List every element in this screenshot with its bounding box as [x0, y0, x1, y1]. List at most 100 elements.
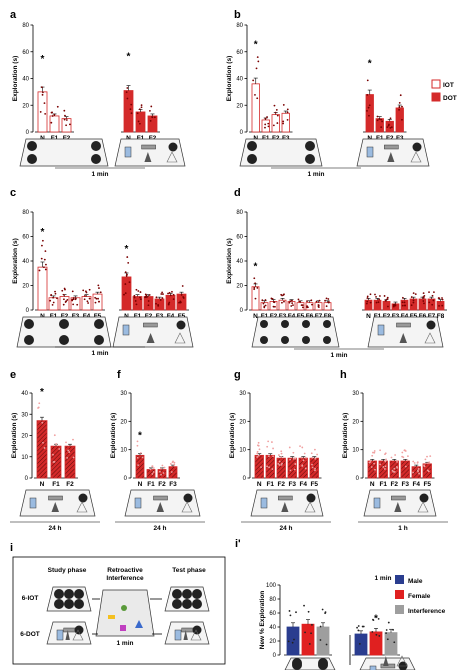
bar [364, 299, 373, 311]
y-tick-label: 10 [239, 448, 246, 454]
data-point [130, 103, 133, 106]
x-tick-label: F1 [147, 481, 155, 488]
data-point [378, 118, 381, 120]
bar [382, 301, 391, 311]
data-point [413, 462, 416, 464]
data-point [374, 293, 376, 296]
object-circle-icon [54, 599, 64, 609]
x-tick-label: F3 [169, 481, 177, 488]
data-point [301, 306, 304, 309]
data-point [426, 462, 429, 465]
data-point [358, 643, 361, 645]
cup-icon [48, 495, 63, 501]
data-point [310, 452, 313, 455]
data-point [170, 471, 173, 473]
y-tick-label: 20 [236, 103, 243, 109]
data-point [418, 472, 420, 475]
arena-schematic [112, 316, 194, 348]
data-point [297, 298, 300, 301]
data-point [152, 467, 155, 469]
data-point [144, 293, 147, 296]
data-point [384, 299, 387, 302]
object-circle-icon [121, 605, 127, 611]
data-point [135, 288, 138, 291]
bar [59, 296, 70, 311]
data-point [53, 113, 56, 116]
bar [36, 420, 48, 479]
data-point [84, 290, 87, 293]
data-point [383, 295, 386, 297]
x-tick-label: N [366, 313, 371, 320]
data-point [437, 297, 440, 299]
data-point [291, 641, 294, 644]
data-point [267, 122, 270, 125]
x-tick-label: F5 [297, 313, 305, 320]
bar [296, 302, 305, 311]
data-point [172, 293, 175, 296]
y-tick-label: 40 [236, 77, 243, 83]
x-tick-label: F4 [401, 313, 409, 320]
data-point [160, 473, 162, 476]
object-circle-icon [323, 336, 331, 344]
bar [354, 633, 368, 656]
data-point [290, 305, 293, 307]
arena-schematic [19, 138, 109, 167]
data-point [287, 640, 290, 643]
x-tick-label: F2 [386, 135, 394, 142]
data-point [276, 114, 279, 117]
data-point [136, 456, 139, 459]
data-point [88, 288, 91, 291]
data-point [257, 454, 260, 457]
data-point [283, 300, 285, 303]
y-tick-label: 20 [239, 419, 246, 425]
x-tick-label: F1 [262, 135, 270, 142]
data-point [327, 298, 330, 300]
data-point [325, 305, 328, 308]
data-point [51, 115, 54, 117]
data-point [386, 638, 389, 641]
object-circle-icon [305, 154, 315, 164]
data-point [140, 104, 143, 107]
panel-label: e [10, 369, 16, 381]
data-point [65, 124, 68, 127]
data-point [392, 628, 394, 631]
data-point [267, 455, 270, 458]
data-point [317, 304, 320, 306]
data-point [151, 116, 153, 118]
bar [400, 460, 410, 479]
legend-swatch [431, 79, 441, 89]
flask-icon [174, 332, 186, 344]
y-axis-label: Exploration (s) [110, 413, 117, 459]
data-point [366, 295, 369, 298]
data-point [357, 629, 360, 632]
data-point [254, 282, 257, 285]
data-point [254, 93, 256, 96]
data-point [153, 116, 156, 119]
time-caption: 1 min [92, 171, 109, 178]
data-point [441, 297, 443, 299]
data-point [62, 293, 65, 296]
object-circle-icon [176, 320, 186, 330]
data-point [356, 626, 358, 629]
data-point [426, 469, 429, 472]
x-tick-label: F3 [392, 313, 400, 320]
data-point [261, 299, 264, 302]
x-tick-label: F6 [419, 313, 427, 320]
data-point [277, 462, 280, 465]
time-caption: 24 h [279, 525, 292, 532]
data-point [318, 299, 321, 302]
data-point [294, 463, 297, 465]
arena-schematic [250, 489, 324, 517]
data-point [373, 450, 376, 452]
bar [135, 454, 145, 479]
data-point [141, 456, 144, 459]
data-point [401, 118, 403, 121]
data-point [49, 299, 52, 302]
y-tick-label: 60 [236, 50, 243, 56]
data-point [271, 468, 274, 470]
legend-label: DOT [443, 95, 457, 102]
data-point [391, 469, 394, 472]
y-tick-label: 60 [22, 235, 29, 241]
